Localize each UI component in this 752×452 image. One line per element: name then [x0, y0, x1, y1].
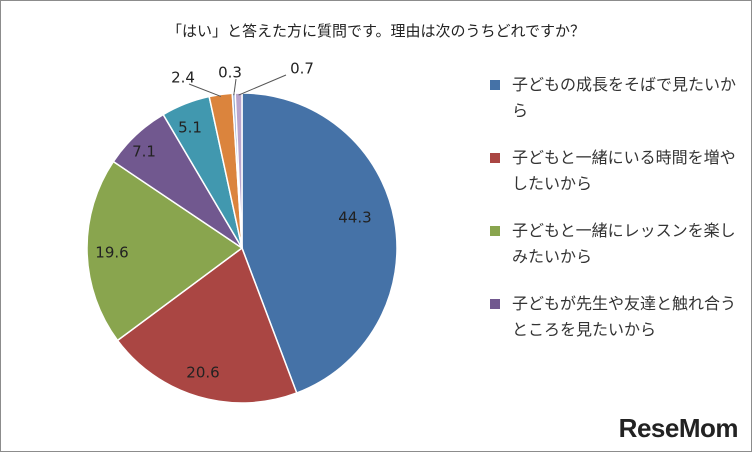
pie-slice: [116, 246, 298, 404]
legend-label: 子どもと一緒にレッスンを楽しみたいから: [512, 221, 736, 266]
legend-label: 子どもが先生や友達と触れ合うところを見たいから: [512, 294, 737, 339]
leader-line: [233, 78, 237, 96]
legend-item: 子どもと一緒にレッスンを楽しみたいから: [490, 218, 740, 270]
data-label: 7.1: [132, 143, 156, 161]
leader-line: [188, 83, 222, 97]
pie-slice: [241, 92, 398, 394]
leader-line: [238, 74, 287, 96]
legend-label: 子どもと一緒にいる時間を増やしたいから: [512, 148, 736, 193]
pie-slice: [86, 160, 244, 342]
legend-swatch: [490, 80, 500, 90]
data-label: 5.1: [178, 119, 202, 137]
legend: 子どもの成長をそばで見たいから 子どもと一緒にいる時間を増やしたいから 子どもと…: [490, 72, 740, 364]
data-label: 0.7: [290, 60, 314, 78]
data-label: 20.6: [186, 364, 219, 382]
data-label: 19.6: [95, 244, 128, 262]
legend-label: 子どもの成長をそばで見たいから: [512, 75, 737, 120]
data-label: 2.4: [171, 69, 195, 87]
legend-swatch: [490, 226, 500, 236]
chart-title: 「はい」と答えた方に質問です。理由は次のうちどれですか？: [166, 22, 586, 40]
legend-swatch: [490, 299, 500, 309]
resemom-logo: ReseMom: [618, 413, 739, 443]
legend-item: 子どもの成長をそばで見たいから: [490, 72, 740, 124]
pie-slice: [234, 92, 243, 249]
legend-item: 子どもが先生や友達と触れ合うところを見たいから: [490, 291, 740, 343]
legend-item: 子どもと一緒にいる時間を増やしたいから: [490, 145, 740, 197]
data-label: 0.3: [218, 64, 242, 82]
data-label: 44.3: [338, 209, 371, 227]
legend-swatch: [490, 153, 500, 163]
